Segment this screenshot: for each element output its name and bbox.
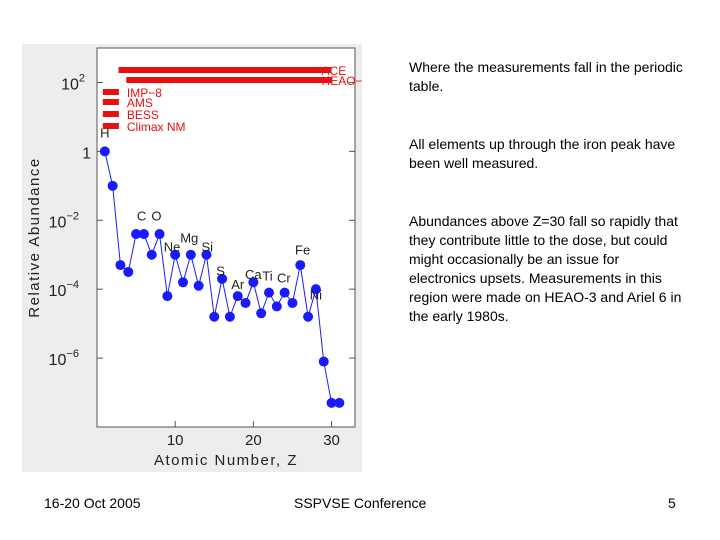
element-label-ca: Ca bbox=[245, 267, 262, 282]
data-point-z14 bbox=[201, 249, 212, 260]
element-label-ti: Ti bbox=[262, 269, 272, 284]
element-label-ne: Ne bbox=[164, 239, 181, 254]
element-label-cr: Cr bbox=[277, 270, 291, 285]
instrument-bar-climax-nm bbox=[102, 123, 119, 129]
instrument-label-ams: AMS bbox=[127, 96, 153, 110]
instrument-bar-bess bbox=[102, 111, 119, 117]
data-point-z15 bbox=[209, 311, 220, 322]
data-point-z2 bbox=[107, 180, 118, 191]
x-tick-label-0: 10 bbox=[167, 432, 184, 449]
abundance-chart: 102 1 10−2 10−4 10−6 10 20 30 Atomic Number, Z Re… bbox=[22, 44, 362, 472]
footer-conference: SSPVSE Conference bbox=[294, 495, 427, 511]
data-point-z12 bbox=[185, 249, 196, 260]
y-tick-exponent-4: −6 bbox=[66, 348, 79, 360]
y-tick-exponent-3: −4 bbox=[66, 279, 79, 291]
data-point-z26 bbox=[295, 260, 306, 271]
y-tick-label-1: 1 bbox=[82, 145, 91, 162]
data-point-z5 bbox=[131, 229, 142, 240]
data-point-z17 bbox=[224, 311, 235, 322]
element-label-o: O bbox=[151, 208, 161, 223]
element-label-s: S bbox=[216, 263, 225, 278]
instrument-label-bess: BESS bbox=[127, 108, 159, 122]
x-tick-label-1: 20 bbox=[245, 432, 262, 449]
data-point-z4 bbox=[123, 266, 134, 277]
instrument-bar-ams bbox=[102, 99, 119, 105]
footer-date: 16-20 Oct 2005 bbox=[44, 495, 141, 511]
instrument-label-imp-8: IMP−8 bbox=[127, 86, 162, 100]
element-label-h: H bbox=[100, 126, 109, 141]
data-point-z16 bbox=[217, 273, 228, 284]
data-point-z20 bbox=[248, 277, 259, 288]
data-point-z28 bbox=[310, 284, 321, 295]
instrument-label-climax-nm: Climax NM bbox=[127, 120, 186, 134]
element-label-mg: Mg bbox=[180, 231, 198, 246]
data-point-z9 bbox=[162, 291, 173, 302]
instrument-label-ace: ACE bbox=[322, 64, 347, 78]
data-point-z18 bbox=[232, 291, 243, 302]
element-label-ni: Ni bbox=[310, 288, 322, 303]
element-label-c: C bbox=[137, 208, 146, 223]
data-point-z24 bbox=[279, 287, 290, 298]
instrument-label-heao-3: HEAO−3 bbox=[322, 74, 362, 88]
data-point-z11 bbox=[178, 277, 188, 288]
y-axis-label: Relative Abundance bbox=[26, 157, 43, 317]
data-point-z1 bbox=[99, 146, 110, 157]
footer-page-number: 5 bbox=[668, 495, 676, 511]
instrument-bar-ace bbox=[118, 67, 332, 73]
data-point-z29 bbox=[318, 356, 329, 367]
text-abundance-above-z30: Abundances above Z=30 fall so rapidly th… bbox=[409, 213, 682, 324]
y-tick-exponent-2: −2 bbox=[66, 210, 79, 222]
element-label-fe: Fe bbox=[295, 243, 310, 258]
text-iron-peak: All elements up through the iron peak ha… bbox=[409, 136, 676, 171]
element-label-si: Si bbox=[201, 239, 213, 254]
instrument-bar-imp-8 bbox=[102, 89, 119, 95]
data-point-z13 bbox=[193, 280, 204, 291]
data-point-z7 bbox=[146, 249, 157, 260]
data-point-z21 bbox=[256, 308, 267, 319]
x-axis-label: Atomic Number, Z bbox=[154, 452, 298, 469]
instrument-bar-heao-3 bbox=[126, 77, 332, 83]
data-point-z30 bbox=[326, 397, 337, 408]
element-label-ar: Ar bbox=[231, 277, 245, 292]
data-point-z3 bbox=[115, 260, 126, 271]
plot-frame bbox=[96, 47, 356, 428]
data-point-z10 bbox=[170, 249, 181, 260]
data-point-z8 bbox=[154, 229, 165, 240]
data-point-z23 bbox=[271, 301, 282, 312]
data-point-z27 bbox=[303, 311, 314, 322]
data-point-z19 bbox=[240, 297, 251, 308]
data-point-z6 bbox=[138, 229, 149, 240]
x-tick-label-2: 30 bbox=[323, 432, 340, 449]
y-tick-exponent-0: 2 bbox=[79, 72, 85, 84]
data-point-z25 bbox=[287, 297, 298, 308]
data-point-z22 bbox=[264, 287, 274, 298]
text-measurements-periodic-table: Where the measurements fall in the perio… bbox=[409, 59, 683, 94]
data-point-z31 bbox=[334, 397, 345, 408]
